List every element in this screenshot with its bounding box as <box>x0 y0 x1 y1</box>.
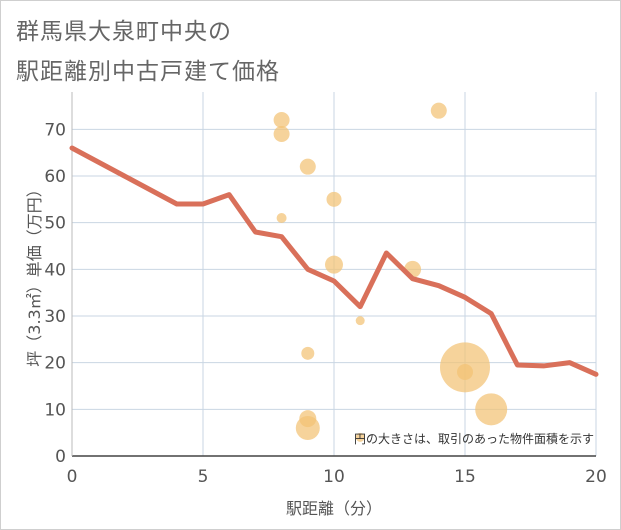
bubble-point <box>295 416 320 440</box>
x-tick-label: 15 <box>454 467 476 487</box>
bubble-point <box>355 316 365 326</box>
x-axis-ticks: 0 5 10 15 20 <box>67 467 607 487</box>
y-axis-label: 坪（3.3㎡）単価（万円） <box>25 181 44 366</box>
price-trend-line <box>69 145 599 377</box>
bubble-point <box>475 393 508 426</box>
bubble-point <box>326 191 342 207</box>
x-tick-label: 0 <box>67 467 78 487</box>
y-axis-ticks: 0 10 20 30 40 50 60 70 <box>44 120 66 467</box>
bubble-point <box>276 213 287 223</box>
chart-title-line1: 群馬県大泉町中央の <box>16 19 232 45</box>
bubble-point <box>430 102 447 119</box>
bubble-point <box>273 126 290 142</box>
x-axis-label: 駅距離（分） <box>286 499 382 518</box>
x-tick-label: 10 <box>323 467 345 487</box>
y-tick-label: 50 <box>44 214 66 234</box>
y-tick-label: 40 <box>44 260 66 280</box>
bubble-point <box>325 255 343 274</box>
y-tick-label: 20 <box>44 354 66 374</box>
bubble-point <box>299 158 316 175</box>
bubble-size-note: 円の大きさは、取引のあった物件面積を示す <box>354 431 594 446</box>
bubble-point <box>355 432 365 442</box>
x-tick-label: 20 <box>585 467 607 487</box>
y-tick-label: 0 <box>55 447 66 467</box>
bubble-series <box>273 102 508 442</box>
y-tick-label: 70 <box>44 120 66 140</box>
bubble-point <box>273 112 290 128</box>
x-tick-label: 5 <box>198 467 209 487</box>
bubble-point <box>301 346 315 360</box>
y-tick-label: 60 <box>44 167 66 187</box>
chart-title-line2: 駅距離別中古戸建て価格 <box>16 59 280 85</box>
y-tick-label: 30 <box>44 307 66 327</box>
y-tick-label: 10 <box>44 400 66 420</box>
bubble-point <box>457 364 473 380</box>
